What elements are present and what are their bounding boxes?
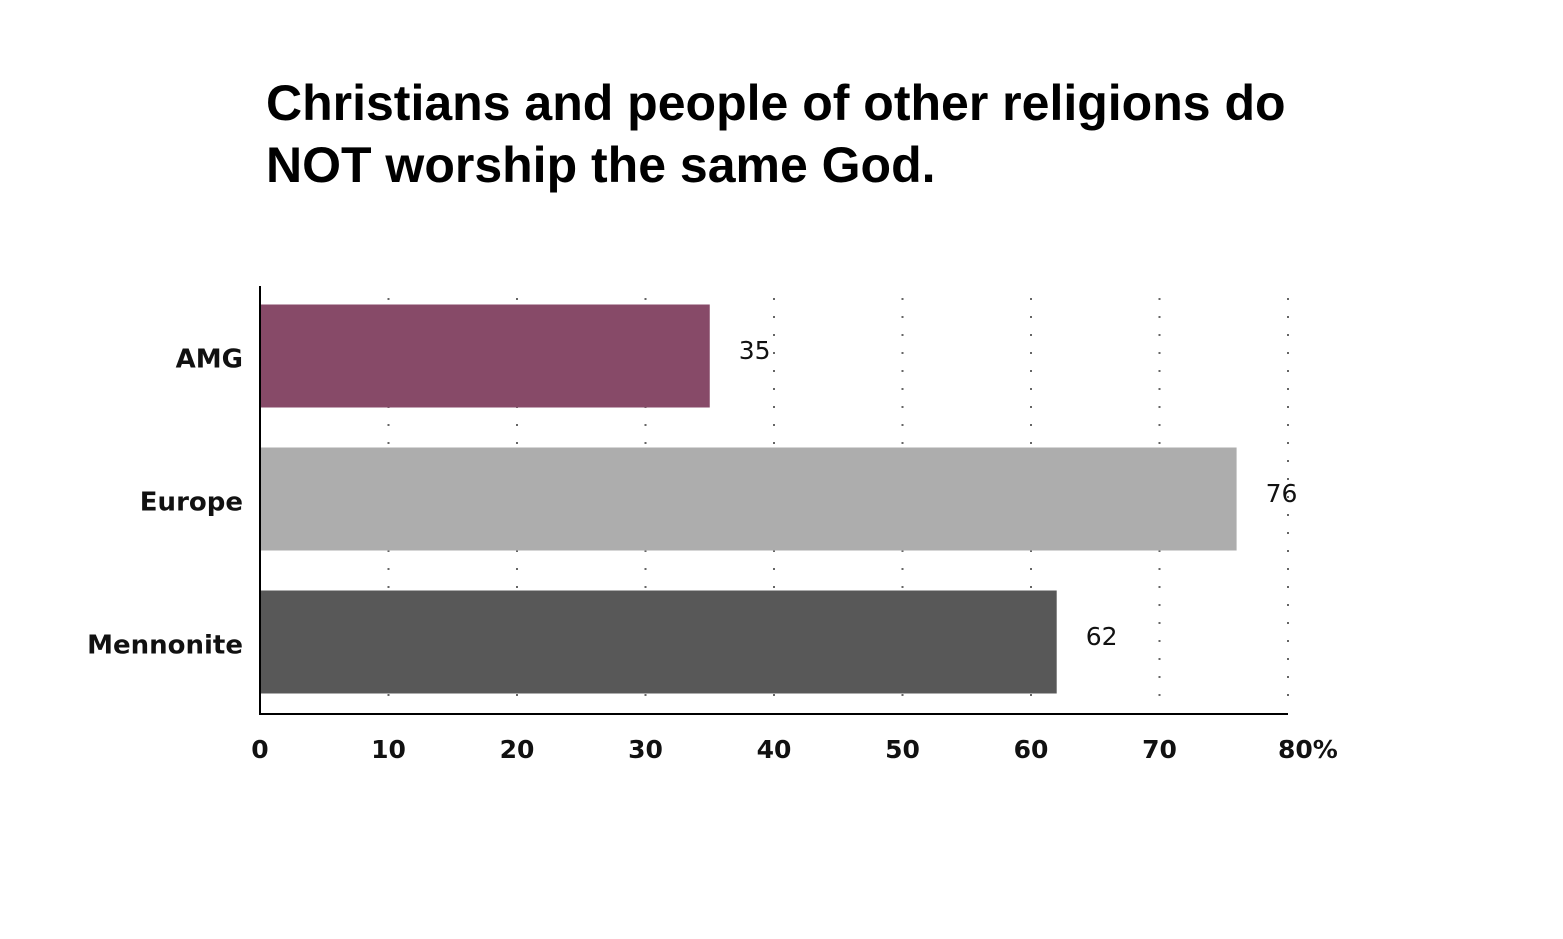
bar (260, 304, 710, 408)
category-label: Europe (140, 488, 243, 518)
chart-title-line-1: Christians and people of other religions… (266, 75, 1286, 131)
x-tick-label: 60 (1014, 735, 1049, 764)
x-tick-label: 40 (757, 735, 792, 764)
data-label: 35 (739, 336, 771, 365)
x-tick-label: 70 (1142, 735, 1177, 764)
x-tick-label: 10 (371, 735, 406, 764)
category-label: Mennonite (87, 631, 243, 661)
chart-title-line-2: NOT worship the same God. (266, 137, 936, 193)
x-tick-label: 0 (251, 735, 268, 764)
category-label: AMG (176, 345, 243, 375)
x-tick-label: 20 (500, 735, 535, 764)
x-tick-label: 50 (885, 735, 920, 764)
chart-title: Christians and people of other religions… (266, 72, 1416, 196)
data-label: 76 (1266, 479, 1298, 508)
bar (260, 590, 1057, 694)
data-label: 62 (1086, 622, 1118, 651)
bar (260, 447, 1237, 551)
x-tick-label: 80% (1278, 735, 1338, 764)
x-tick-label: 30 (628, 735, 663, 764)
